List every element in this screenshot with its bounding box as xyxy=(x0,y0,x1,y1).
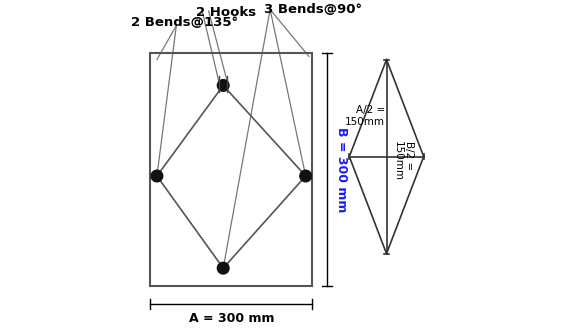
Bar xyxy=(151,53,312,286)
Text: 3 Bends@90°: 3 Bends@90° xyxy=(263,3,362,16)
Text: 2 Bends@135°: 2 Bends@135° xyxy=(131,16,238,29)
Text: 2 Hooks: 2 Hooks xyxy=(196,6,256,19)
Text: B = 300 mm: B = 300 mm xyxy=(335,127,348,212)
Text: A/2 =
150mm: A/2 = 150mm xyxy=(345,105,385,127)
Circle shape xyxy=(300,170,312,182)
Text: B/2 =
150mm: B/2 = 150mm xyxy=(393,141,414,182)
Circle shape xyxy=(217,80,229,91)
Circle shape xyxy=(217,262,229,274)
Circle shape xyxy=(151,170,163,182)
Text: A = 300 mm: A = 300 mm xyxy=(189,312,274,325)
